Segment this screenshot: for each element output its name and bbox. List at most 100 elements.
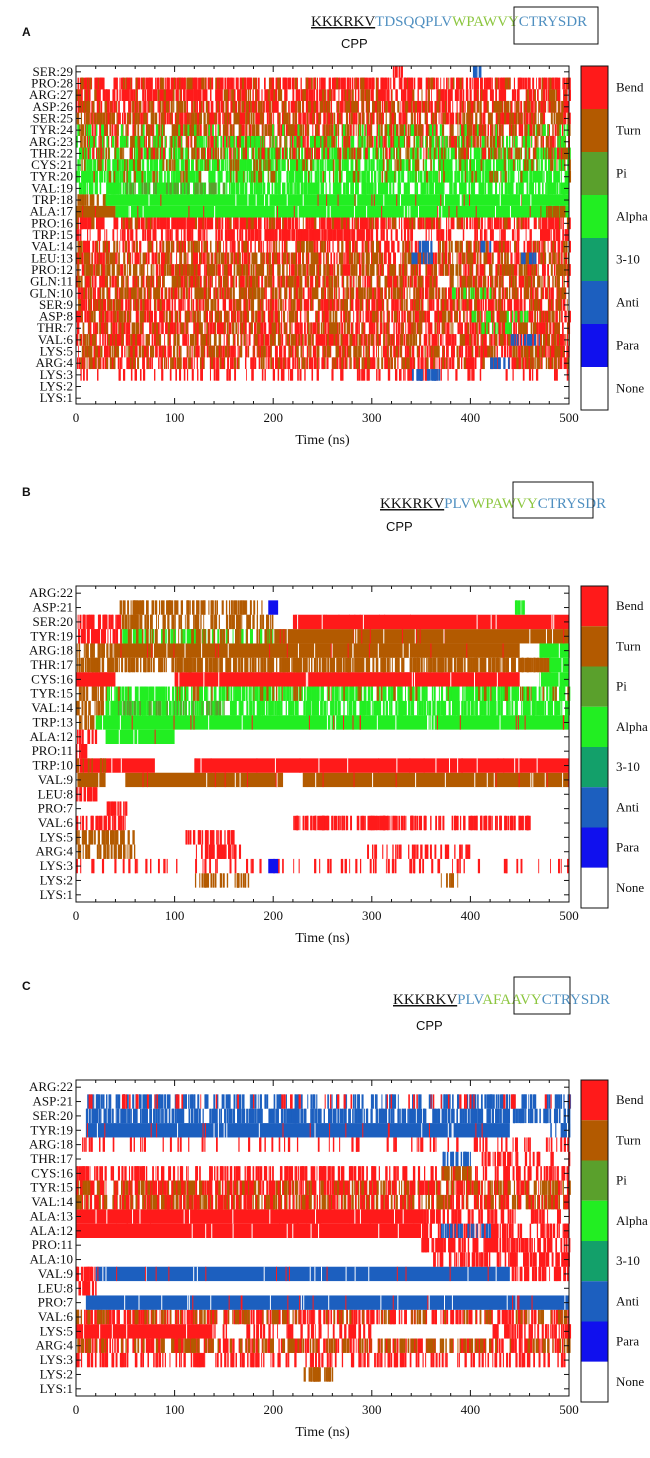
dssp-tick bbox=[417, 346, 419, 358]
dssp-tick bbox=[406, 346, 407, 358]
dssp-tick bbox=[261, 334, 262, 346]
dssp-tick bbox=[481, 334, 482, 346]
dssp-tick bbox=[529, 369, 531, 381]
dssp-tick bbox=[554, 369, 556, 381]
dssp-tick bbox=[362, 357, 363, 369]
dssp-tick bbox=[421, 346, 423, 358]
dssp-tick bbox=[446, 357, 447, 369]
dssp-tick bbox=[280, 346, 282, 358]
dssp-tick bbox=[418, 369, 420, 381]
dssp-tick bbox=[336, 346, 338, 358]
dssp-tick bbox=[481, 346, 482, 358]
dssp-tick bbox=[385, 357, 386, 369]
dssp-tick bbox=[468, 357, 469, 369]
dssp-tick bbox=[554, 334, 555, 346]
dssp-tick bbox=[437, 322, 438, 334]
dssp-tick bbox=[440, 334, 442, 346]
dssp-tick bbox=[378, 357, 379, 369]
dssp-tick bbox=[387, 334, 389, 346]
dssp-tick bbox=[429, 369, 431, 381]
dssp-tick bbox=[167, 334, 169, 346]
dssp-tick bbox=[531, 346, 533, 358]
dssp-tick bbox=[426, 357, 428, 369]
dssp-tick bbox=[506, 369, 508, 381]
dssp-tick bbox=[268, 346, 270, 358]
dssp-tick bbox=[241, 334, 242, 346]
dssp-tick bbox=[449, 357, 451, 369]
dssp-tick bbox=[376, 334, 377, 346]
dssp-tick bbox=[227, 357, 229, 369]
dssp-tick bbox=[98, 357, 100, 369]
dssp-tick bbox=[135, 369, 137, 381]
dssp-tick bbox=[266, 357, 267, 369]
dssp-tick bbox=[152, 334, 154, 346]
dssp-tick bbox=[121, 357, 122, 369]
dssp-tick bbox=[82, 357, 83, 369]
dssp-tick bbox=[367, 369, 368, 381]
dssp-tick bbox=[146, 334, 148, 346]
dssp-tick bbox=[192, 357, 193, 369]
dssp-tick bbox=[111, 334, 112, 346]
dssp-tick bbox=[489, 334, 490, 346]
dssp-tick bbox=[310, 346, 311, 358]
dssp-tick bbox=[337, 334, 338, 346]
sequence-segment: WVY bbox=[483, 14, 519, 30]
dssp-tick bbox=[261, 357, 263, 369]
dssp-tick bbox=[83, 334, 84, 346]
dssp-tick bbox=[130, 357, 131, 369]
dssp-tick bbox=[403, 369, 404, 381]
dssp-tick bbox=[126, 322, 127, 334]
dssp-tick bbox=[546, 357, 547, 369]
dssp-tick bbox=[384, 322, 386, 334]
dssp-tick bbox=[556, 334, 557, 346]
dssp-tick bbox=[436, 369, 438, 381]
dssp-tick bbox=[191, 334, 193, 346]
dssp-tick bbox=[391, 334, 392, 346]
dssp-tick bbox=[305, 357, 306, 369]
dssp-tick bbox=[413, 334, 415, 346]
dssp-tick bbox=[139, 334, 141, 346]
dssp-tick bbox=[408, 357, 410, 369]
dssp-tick bbox=[490, 357, 492, 369]
dssp-tick bbox=[452, 357, 453, 369]
dssp-tick bbox=[223, 346, 225, 358]
dssp-tick bbox=[147, 357, 148, 369]
dssp-tick bbox=[202, 346, 204, 358]
dssp-tick bbox=[281, 369, 282, 381]
dssp-tick bbox=[327, 346, 329, 358]
dssp-tick bbox=[214, 346, 215, 358]
dssp-tick bbox=[94, 346, 96, 358]
dssp-tick bbox=[530, 357, 531, 369]
dssp-tick bbox=[270, 334, 272, 346]
dssp-tick bbox=[438, 369, 440, 381]
dssp-tick bbox=[447, 369, 448, 381]
dssp-tick bbox=[234, 357, 236, 369]
dssp-tick bbox=[447, 334, 448, 346]
dssp-tick bbox=[455, 369, 456, 381]
dssp-tick bbox=[244, 334, 246, 346]
dssp-tick bbox=[472, 357, 474, 369]
dssp-tick bbox=[184, 369, 186, 381]
dssp-tick bbox=[510, 346, 511, 358]
dssp-tick bbox=[469, 334, 471, 346]
dssp-tick bbox=[495, 357, 497, 369]
dssp-tick bbox=[547, 346, 548, 358]
dssp-tick bbox=[228, 346, 229, 358]
dssp-tick bbox=[140, 369, 142, 381]
dssp-tick bbox=[121, 334, 123, 346]
dssp-tick bbox=[177, 357, 178, 369]
dssp-tick bbox=[290, 334, 291, 346]
dssp-tick bbox=[188, 357, 189, 369]
dssp-tick bbox=[83, 369, 85, 381]
dssp-tick bbox=[557, 369, 558, 381]
dssp-tick bbox=[176, 346, 178, 358]
figure-canvas: AKKKRKVTDSQQPLVWPAWVYCTRYSDRCPPLYS:1LYS:… bbox=[0, 0, 650, 1458]
dssp-tick bbox=[341, 357, 343, 369]
dssp-tick bbox=[285, 334, 286, 346]
dssp-tick bbox=[443, 334, 444, 346]
dssp-tick bbox=[189, 346, 191, 358]
dssp-tick bbox=[84, 357, 85, 369]
dssp-tick bbox=[552, 346, 554, 358]
dssp-tick bbox=[164, 357, 165, 369]
dssp-tick bbox=[534, 334, 536, 346]
